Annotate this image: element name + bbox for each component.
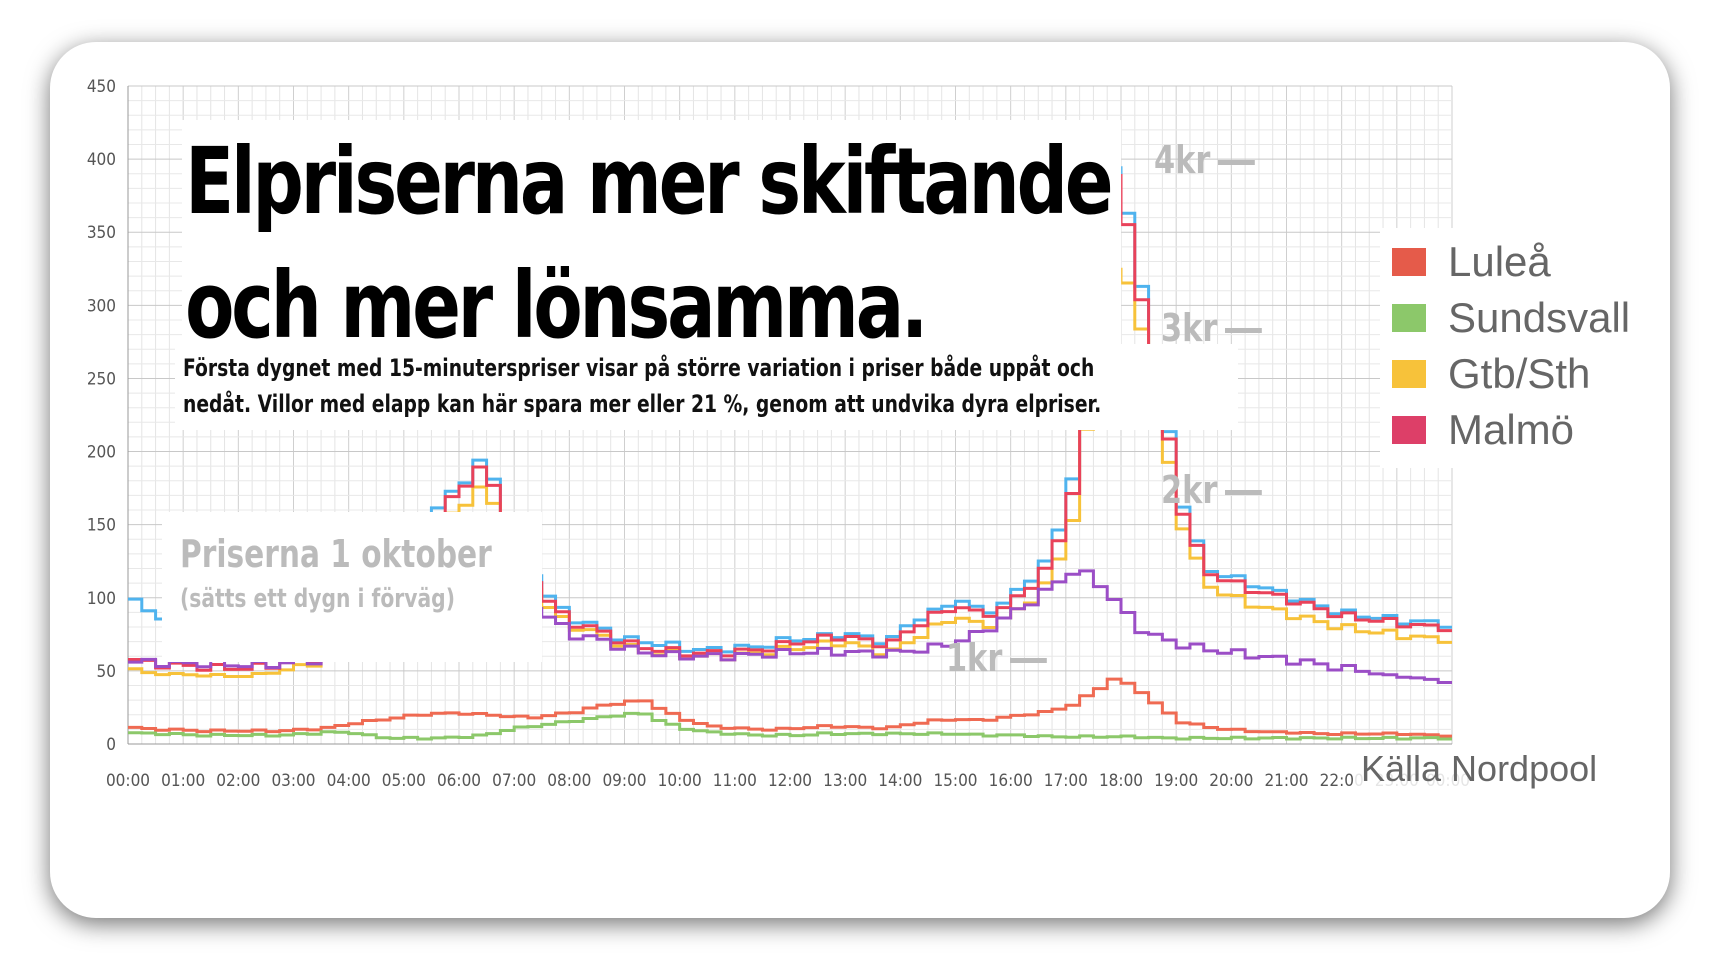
- x-tick-label: 12:00: [768, 771, 812, 791]
- subtitle-line2: nedåt. Villor med elapp kan här spara me…: [183, 390, 1102, 418]
- y-tick-label: 50: [97, 662, 116, 682]
- x-tick-label: 11:00: [713, 771, 757, 791]
- kr-label-2: 2kr: [1161, 468, 1263, 512]
- y-tick-label: 100: [87, 589, 116, 609]
- legend-swatch-lulea: [1392, 248, 1426, 276]
- x-tick-label: 06:00: [437, 771, 481, 791]
- subtitle: Första dygnet med 15-minuterspriser visa…: [175, 344, 1238, 430]
- headline-line2: och mer lönsamma.: [185, 252, 928, 359]
- chart-card: 0 50 100 150 200 250 300 350 400 450 00:00 01:00 02:…: [50, 42, 1670, 918]
- headline: Elpriserna mer skiftande och mer lönsamm…: [182, 120, 1122, 368]
- y-tick-label: 300: [87, 296, 116, 316]
- legend-swatch-gtb-sth: [1392, 360, 1426, 388]
- x-tick-label: 03:00: [271, 771, 315, 791]
- series-line: [128, 677, 1452, 738]
- x-tick-label: 22:00: [1320, 771, 1364, 791]
- y-tick-label: 150: [87, 516, 116, 536]
- x-tick-label: 20:00: [1209, 771, 1253, 791]
- x-tick-label: 19:00: [1154, 771, 1198, 791]
- legend-item-sundsvall: Sundsvall: [1392, 290, 1652, 346]
- y-tick-label: 350: [87, 223, 116, 243]
- date-note: Priserna 1 oktober (sätts ett dygn i för…: [162, 512, 542, 662]
- x-tick-label: 00:00: [106, 771, 150, 791]
- x-tick-label: 21:00: [1264, 771, 1308, 791]
- series-line: [128, 711, 1452, 741]
- legend-label-sundsvall: Sundsvall: [1448, 294, 1631, 341]
- legend-label-malmo: Malmö: [1448, 406, 1575, 453]
- x-tick-label: 18:00: [1099, 771, 1143, 791]
- legend-label-gtb-sth: Gtb/Sth: [1448, 350, 1591, 397]
- legend-label-lulea: Luleå: [1448, 238, 1551, 285]
- x-tick-label: 13:00: [823, 771, 867, 791]
- y-tick-label: 450: [87, 77, 116, 97]
- date-note-sub: (sätts ett dygn i förväg): [180, 584, 455, 614]
- legend-item-gtb-sth: Gtb/Sth: [1392, 346, 1652, 402]
- legend-swatch-sundsvall: [1392, 304, 1426, 332]
- x-tick-label: 01:00: [161, 771, 205, 791]
- x-tick-label: 07:00: [492, 771, 536, 791]
- legend-item-lulea: Luleå: [1392, 234, 1652, 290]
- axes: 0 50 100 150 200 250 300 350 400 450 00:00 01:00 02:…: [87, 77, 1470, 791]
- date-note-title: Priserna 1 oktober: [180, 532, 492, 576]
- legend-swatch-malmo: [1392, 416, 1426, 444]
- headline-line1: Elpriserna mer skiftande: [185, 128, 1113, 235]
- legend: Luleå Sundsvall Gtb/Sth Malmö: [1380, 228, 1652, 468]
- x-tick-label: 09:00: [602, 771, 646, 791]
- x-tick-label: 14:00: [878, 771, 922, 791]
- x-tick-label: 08:00: [547, 771, 591, 791]
- subtitle-line1: Första dygnet med 15-minuterspriser visa…: [183, 354, 1095, 382]
- x-tick-label: 16:00: [989, 771, 1033, 791]
- y-tick-label: 0: [106, 735, 116, 755]
- y-tick-label: 200: [87, 443, 116, 463]
- y-tick-label: 400: [87, 150, 116, 170]
- x-tick-label: 04:00: [327, 771, 371, 791]
- y-tick-label: 250: [87, 369, 116, 389]
- source-note: Källa Nordpool: [1355, 746, 1604, 792]
- legend-item-malmo: Malmö: [1392, 402, 1652, 458]
- x-tick-label: 02:00: [216, 771, 260, 791]
- x-tick-label: 05:00: [382, 771, 426, 791]
- kr-label-3: 3kr: [1161, 306, 1263, 350]
- kr-label-4: 4kr: [1154, 138, 1256, 182]
- x-tick-label: 10:00: [658, 771, 702, 791]
- kr-label-1: 1kr: [946, 636, 1048, 680]
- x-tick-label: 15:00: [933, 771, 977, 791]
- x-tick-label: 17:00: [1044, 771, 1088, 791]
